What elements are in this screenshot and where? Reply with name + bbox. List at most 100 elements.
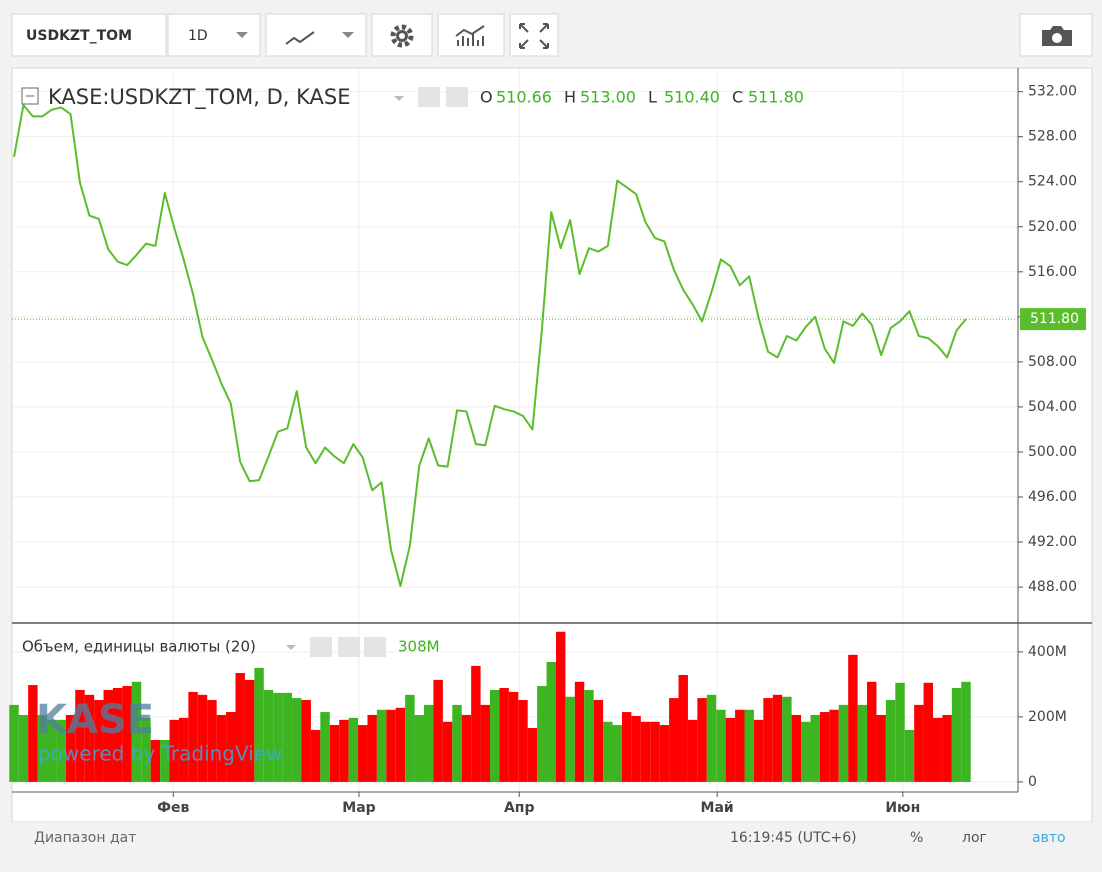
marks-layer: 488.00492.00496.00500.00504.00508.00512.… (9, 84, 1086, 816)
volume-bar (395, 707, 406, 782)
volume-bar (819, 712, 830, 782)
volume-bar (216, 714, 227, 782)
volume-bar (75, 689, 85, 782)
volume-bar (18, 714, 29, 782)
interval-text: 1D (188, 28, 208, 44)
volume-bar (386, 709, 396, 782)
legend-symbol: KASE:USDKZT_TOM, D, KASE (48, 85, 351, 110)
x-tick-label: Мар (342, 800, 375, 816)
volume-bar (725, 717, 736, 782)
volume-bar (621, 712, 632, 782)
y-tick-label: 504.00 (1028, 399, 1077, 415)
volume-bar (810, 714, 820, 782)
date-range[interactable]: Диапазон дат (34, 830, 136, 846)
volume-bar (942, 714, 952, 782)
ohlc-legend: O 510.66 H 513.00 L 510.40 C 511.80 (480, 88, 804, 107)
volume-bar (320, 712, 330, 782)
x-tick-label: Июн (885, 800, 920, 816)
ohlc-key: H (564, 88, 576, 107)
volume-bar (376, 709, 387, 782)
symbol-text: USDKZT_TOM (26, 28, 132, 44)
settings-button[interactable] (446, 87, 468, 107)
volume-bar (923, 682, 934, 782)
y-tick-label: 520.00 (1028, 219, 1077, 235)
x-tick-label: Май (701, 800, 734, 816)
log-toggle[interactable]: лог (962, 830, 987, 846)
interval-button[interactable] (167, 13, 261, 57)
volume-bar (94, 700, 104, 782)
volume-bar (9, 704, 19, 782)
y-tick-label: 532.00 (1028, 84, 1077, 100)
volume-bar (735, 709, 745, 782)
ohlc-key: O (480, 88, 493, 107)
y-tick-label: 492.00 (1028, 534, 1077, 550)
close-button[interactable] (364, 637, 386, 657)
fullscreen-button[interactable] (509, 13, 559, 57)
volume-bar (424, 704, 434, 782)
symbol-button[interactable] (11, 13, 167, 57)
volume-bar (518, 700, 528, 782)
y-tick-label: 524.00 (1028, 174, 1077, 190)
volume-bar (838, 704, 849, 782)
volume-bar (933, 717, 943, 782)
volume-bar (687, 719, 698, 782)
volume-bar (188, 691, 198, 782)
clock: 16:19:45 (UTC+6) (730, 830, 857, 846)
settings-button[interactable] (371, 13, 433, 57)
volume-bar (197, 694, 208, 782)
ohlc-value: 513.00 (580, 88, 636, 107)
volume-bar (716, 709, 726, 782)
ohlc-key: L (648, 88, 657, 107)
last-price-tag (1020, 308, 1086, 331)
eye-button[interactable] (418, 87, 440, 107)
y-tick-label: 496.00 (1028, 489, 1077, 505)
volume-legend-title: Объем, единицы валюты (20) (22, 638, 256, 656)
auto-toggle[interactable]: авто (1032, 830, 1066, 846)
ohlc-value: 510.40 (664, 88, 720, 107)
volume-bar (273, 692, 283, 782)
y-tick-label: 516.00 (1028, 264, 1077, 280)
volume-bar (226, 712, 236, 782)
y-tick-label: 528.00 (1028, 129, 1077, 145)
eye-button[interactable] (310, 637, 332, 657)
price-line (13, 104, 967, 587)
volume-bar (640, 721, 651, 782)
volume-bar (263, 689, 274, 782)
volume-bar (678, 675, 688, 782)
settings-button[interactable] (338, 637, 360, 657)
volume-bar (857, 704, 868, 782)
volume-bar (414, 714, 425, 782)
volume-bar (160, 740, 170, 782)
volume-bar (951, 688, 962, 782)
volume-bar (37, 714, 47, 782)
volume-bar (546, 662, 556, 782)
volume-bar (122, 686, 132, 782)
indicators-button[interactable] (437, 13, 505, 57)
volume-bar (310, 729, 321, 782)
footer (12, 822, 1092, 856)
y-tick-label: 200M (1028, 709, 1067, 725)
volume-bar (791, 714, 802, 782)
volume-bar (565, 696, 575, 782)
y-tick-label: 400M (1028, 644, 1067, 660)
volume-bar (131, 681, 142, 782)
volume-bar (207, 700, 217, 782)
volume-bar (499, 688, 509, 782)
volume-bar (442, 721, 453, 782)
volume-bar (782, 696, 792, 782)
dropdown-arrow (394, 96, 404, 101)
volume-bar (584, 689, 594, 782)
volume-bar (141, 717, 151, 782)
volume-bar (631, 715, 641, 782)
snapshot-button[interactable] (1019, 13, 1093, 57)
volume-bar (829, 709, 839, 782)
percent-toggle[interactable]: % (910, 830, 923, 846)
volume-bar (669, 698, 679, 782)
dropdown-arrow (342, 32, 354, 38)
volume-bar (292, 698, 302, 782)
volume-bar (612, 725, 622, 782)
indicators-icon (455, 25, 485, 46)
volume-bar (244, 679, 255, 782)
volume-bar (895, 682, 905, 782)
dropdown-arrow (236, 32, 248, 38)
